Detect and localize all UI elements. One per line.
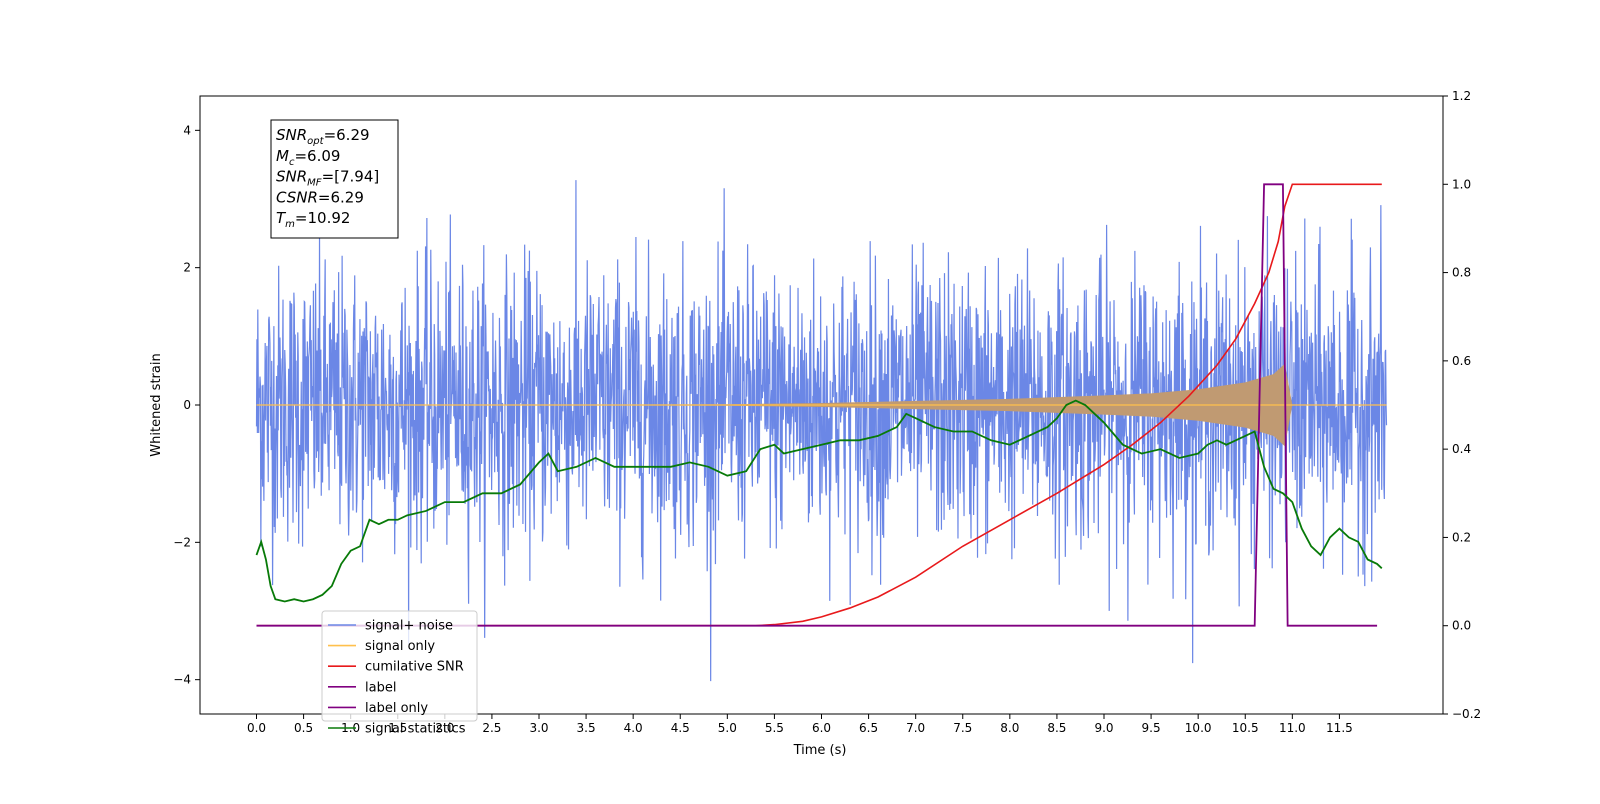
legend-label: signal+ noise xyxy=(365,619,453,634)
annotation-line: Tm=10.92 xyxy=(276,209,350,230)
x-axis-label: Time (s) xyxy=(793,743,847,758)
x-tick-label: 3.5 xyxy=(577,721,596,735)
x-tick-label: 10.0 xyxy=(1185,721,1212,735)
y-right-tick-label: 0.2 xyxy=(1452,530,1471,544)
x-tick-label: 3.0 xyxy=(529,721,548,735)
y-axis-label: Whitened strain xyxy=(149,353,164,456)
legend-label: label xyxy=(365,680,396,695)
x-tick-label: 0.5 xyxy=(294,721,313,735)
x-tick-label: 8.5 xyxy=(1047,721,1066,735)
y-left-tick-label: 4 xyxy=(183,123,191,137)
x-tick-label: 2.5 xyxy=(482,721,501,735)
annotation-frame xyxy=(270,119,399,239)
series-signal-noise xyxy=(255,180,1388,682)
annotation-line: SNRopt=6.29 xyxy=(276,126,370,147)
series-label xyxy=(256,183,1378,627)
x-tick-label: 0.0 xyxy=(247,721,266,735)
y-right-tick-label: 0.8 xyxy=(1452,266,1471,280)
x-tick-label: 5.5 xyxy=(765,721,784,735)
y-right-tick-label: 1.0 xyxy=(1452,177,1471,191)
y-right-tick-label: 0.4 xyxy=(1452,442,1471,456)
y-axis-left: −4 −2 0 2 4 xyxy=(173,123,200,687)
y-right-tick-label: −0.2 xyxy=(1452,707,1481,721)
legend-label: cumilative SNR xyxy=(365,660,464,675)
y-left-tick-label: −2 xyxy=(173,535,191,549)
series-cumilative-snr xyxy=(256,183,1382,627)
x-tick-label: 9.5 xyxy=(1142,721,1161,735)
legend-frame xyxy=(321,610,478,722)
x-tick-label: 6.0 xyxy=(812,721,831,735)
x-tick-label: 1.5 xyxy=(388,721,407,735)
x-tick-label: 11.5 xyxy=(1326,721,1353,735)
x-tick-label: 7.0 xyxy=(906,721,925,735)
y-right-tick-label: 0.0 xyxy=(1452,619,1471,633)
x-tick-label: 8.0 xyxy=(1000,721,1019,735)
x-tick-label: 7.5 xyxy=(953,721,972,735)
legend-label: signal only xyxy=(365,639,435,654)
y-left-tick-label: 0 xyxy=(183,398,191,412)
x-tick-label: 10.5 xyxy=(1232,721,1259,735)
legend-label: signal statistics xyxy=(365,722,466,737)
plot-series-layer xyxy=(255,180,1388,682)
x-tick-label: 4.0 xyxy=(624,721,643,735)
x-tick-label: 9.0 xyxy=(1094,721,1113,735)
legend-label: label only xyxy=(365,701,428,716)
x-tick-label: 6.5 xyxy=(859,721,878,735)
x-tick-label: 5.0 xyxy=(718,721,737,735)
x-tick-label: 4.5 xyxy=(671,721,690,735)
y-right-tick-label: 0.6 xyxy=(1452,354,1471,368)
legend: signal+ noise signal only cumilative SNR la… xyxy=(321,610,478,737)
annotation-line: CSNR=6.29 xyxy=(276,188,364,206)
y-axis-right: −0.2 0.0 0.2 0.4 0.6 0.8 1.0 1.2 xyxy=(1443,89,1481,721)
y-right-tick-label: 1.2 xyxy=(1452,89,1471,103)
x-axis: 0.0 0.5 1.0 1.5 2.0 2.5 3.0 3.5 4.0 4.5 5.0 5.5 6.0 6… xyxy=(247,714,1353,735)
x-tick-label: 2.0 xyxy=(435,721,454,735)
y-left-tick-label: 2 xyxy=(183,261,191,275)
annotation-line: SNRMF=[7.94] xyxy=(276,168,379,189)
y-left-tick-label: −4 xyxy=(173,673,191,687)
annotation-line: Mc=6.09 xyxy=(276,147,340,168)
x-tick-label: 11.0 xyxy=(1279,721,1306,735)
series-signal-statistics xyxy=(255,399,1383,603)
